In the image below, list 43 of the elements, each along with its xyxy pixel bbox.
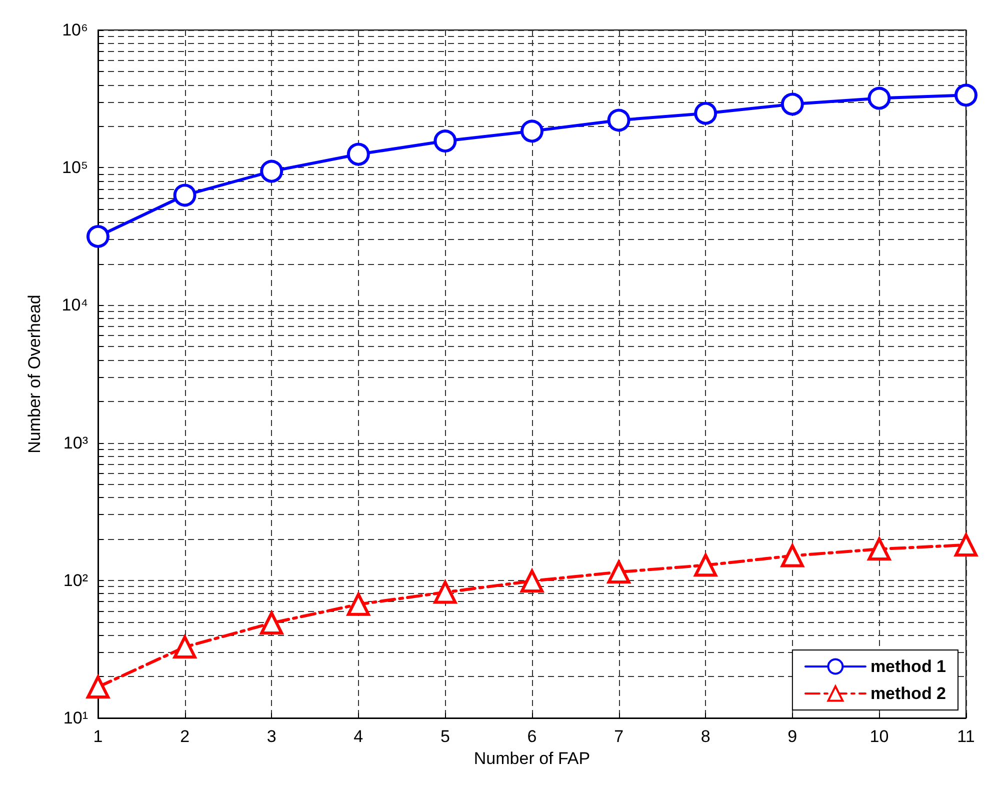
point <box>86 224 110 248</box>
legend-label: method 1 <box>870 657 946 676</box>
x-tick-label: 6 <box>527 727 537 746</box>
x-tick-label: 9 <box>788 727 798 746</box>
point <box>173 184 196 207</box>
y-tick-label: 10⁶ <box>62 20 88 40</box>
point <box>346 142 370 166</box>
x-tick-label: 1 <box>93 727 103 746</box>
point <box>954 84 978 107</box>
point <box>434 580 457 604</box>
legend-label: method 2 <box>870 684 946 703</box>
point <box>260 160 284 183</box>
point <box>434 130 457 153</box>
point <box>520 570 544 592</box>
point <box>520 120 544 143</box>
y-tick-label: 10⁵ <box>62 158 88 178</box>
point <box>780 92 804 116</box>
x-tick-label: 11 <box>957 727 975 746</box>
point <box>260 612 284 635</box>
x-tick-label: 3 <box>266 727 276 746</box>
x-tick-label: 10 <box>870 727 889 746</box>
point <box>86 675 110 698</box>
x-tick-label: 4 <box>354 727 364 746</box>
x-tick-label: 2 <box>180 727 190 746</box>
point <box>607 560 630 584</box>
point <box>694 554 718 577</box>
point <box>173 636 196 659</box>
y-axis-title: Number of Overhead <box>25 294 44 454</box>
y-tick-label: 10³ <box>63 433 88 452</box>
x-axis-title: Number of FAP <box>474 749 590 768</box>
y-tick-label: 10¹ <box>63 708 88 728</box>
point <box>868 86 891 110</box>
point <box>346 592 370 616</box>
x-tick-label: 8 <box>700 727 710 746</box>
y-tick-label: 10² <box>63 570 88 590</box>
point <box>868 538 891 561</box>
point <box>780 544 804 568</box>
point <box>607 108 630 132</box>
y-tick-label: 10⁴ <box>62 296 88 315</box>
x-tick-label: 7 <box>614 727 624 746</box>
x-tick-label: 5 <box>440 727 450 746</box>
point <box>694 102 718 125</box>
point <box>954 533 978 556</box>
